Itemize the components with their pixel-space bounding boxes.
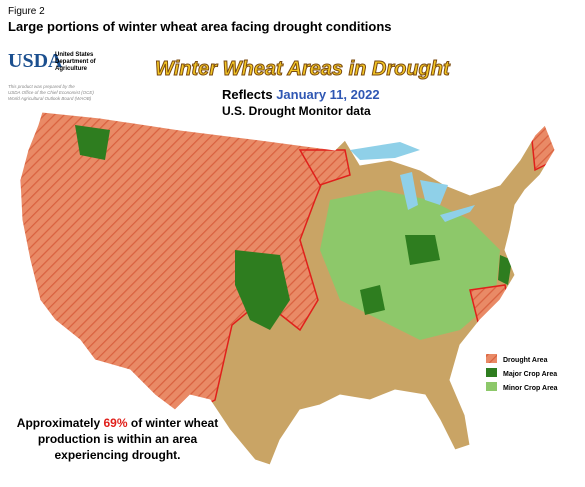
legend-label: Major Crop Area — [503, 371, 558, 378]
lake — [400, 172, 418, 210]
legend-swatch — [486, 368, 497, 377]
map-subtitle: Reflects January 11, 2022 — [222, 87, 380, 102]
reflects: Reflects — [222, 87, 273, 102]
callout-line: production is within an area — [37, 432, 198, 446]
note-line: delineated using NASS 2017 Census of — [315, 435, 412, 441]
legend-label: Minor Crop Area — [503, 385, 558, 392]
legend: Drought Area Major Crop Area Minor Crop … — [503, 354, 558, 396]
logo-text: United States Department of Agriculture — [55, 52, 96, 73]
lake — [440, 205, 475, 222]
credit: This product was prepared by the USDA Of… — [8, 84, 94, 102]
map-source: U.S. Drought Monitor data — [222, 104, 371, 118]
map-title: Winter Wheat Areas in Drought — [155, 58, 451, 81]
credit-line: This product was prepared by the — [8, 84, 75, 89]
callout-line: Approximately 69% of winter wheat — [15, 415, 220, 431]
lake — [420, 180, 448, 205]
lake — [350, 142, 420, 160]
date: January 11, 2022 — [276, 87, 380, 102]
callout-highlight: 69% — [103, 416, 128, 430]
callout-rest: of winter wheat — [130, 416, 219, 430]
credit-line: USDA Office of the Chief Economist (OCE) — [8, 90, 94, 95]
legend-label: Drought Area — [503, 357, 548, 364]
figure-label: Figure 2 — [8, 6, 45, 17]
logo-line: Agriculture — [55, 66, 88, 72]
legend-swatch — [486, 382, 497, 391]
callout-lead: Approximately — [16, 416, 101, 430]
logo: USDA — [8, 50, 63, 72]
note-line: Agriculture data. Drought areas are — [315, 442, 401, 448]
note-line: identified using the U.S. Drought Monito… — [315, 449, 415, 455]
callout-line: experiencing drought. — [54, 448, 181, 462]
logo-line: Department of — [55, 59, 96, 65]
credit-line: World Agricultural Outlook Board (WAOB) — [8, 96, 92, 101]
legend-swatch — [486, 354, 497, 363]
logo-line: United States — [55, 52, 94, 58]
note-line: product. — [315, 456, 335, 462]
page-title: Large portions of winter wheat area faci… — [8, 19, 392, 34]
note: Major and minor agricultural areas are d… — [315, 428, 414, 463]
callout: Approximately 69% of winter wheat produc… — [15, 415, 220, 463]
note-line: Major and minor agricultural areas are — [315, 428, 408, 434]
